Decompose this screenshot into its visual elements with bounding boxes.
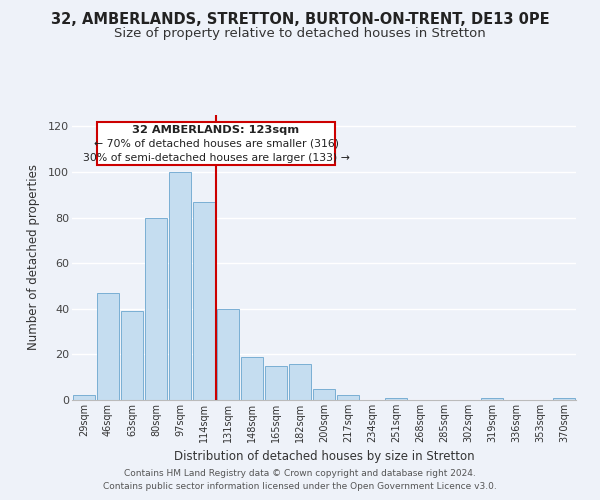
FancyBboxPatch shape [97, 122, 335, 165]
Bar [145, 218, 167, 400]
Text: 30% of semi-detached houses are larger (133) →: 30% of semi-detached houses are larger (… [83, 152, 349, 162]
Bar [169, 172, 191, 400]
Bar [313, 388, 335, 400]
Y-axis label: Number of detached properties: Number of detached properties [27, 164, 40, 350]
Bar [217, 309, 239, 400]
Bar [553, 398, 575, 400]
Bar [97, 293, 119, 400]
Text: Size of property relative to detached houses in Stretton: Size of property relative to detached ho… [114, 28, 486, 40]
Bar [385, 398, 407, 400]
Text: ← 70% of detached houses are smaller (316): ← 70% of detached houses are smaller (31… [94, 139, 338, 149]
Text: 32, AMBERLANDS, STRETTON, BURTON-ON-TRENT, DE13 0PE: 32, AMBERLANDS, STRETTON, BURTON-ON-TREN… [50, 12, 550, 28]
Bar [73, 396, 95, 400]
Bar [193, 202, 215, 400]
Bar [481, 398, 503, 400]
Bar [265, 366, 287, 400]
Text: Contains public sector information licensed under the Open Government Licence v3: Contains public sector information licen… [103, 482, 497, 491]
Bar [337, 396, 359, 400]
Bar [289, 364, 311, 400]
X-axis label: Distribution of detached houses by size in Stretton: Distribution of detached houses by size … [173, 450, 475, 464]
Text: Contains HM Land Registry data © Crown copyright and database right 2024.: Contains HM Land Registry data © Crown c… [124, 468, 476, 477]
Text: 32 AMBERLANDS: 123sqm: 32 AMBERLANDS: 123sqm [133, 126, 299, 136]
Bar [241, 356, 263, 400]
Bar [121, 311, 143, 400]
